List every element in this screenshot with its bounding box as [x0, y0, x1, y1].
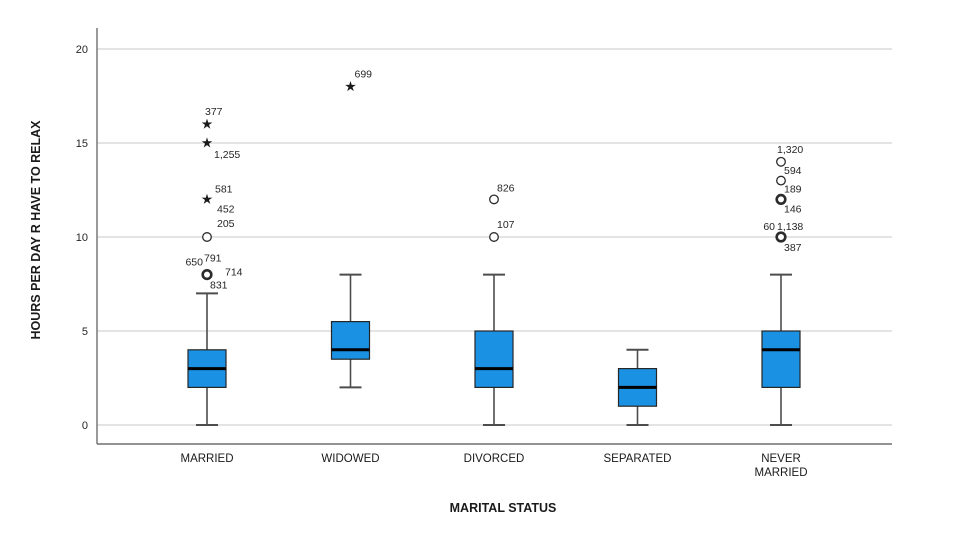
x-category-label-separated: SEPARATED: [604, 453, 672, 465]
y-axis-title: HOURS PER DAY R HAVE TO RELAX: [29, 120, 43, 340]
x-category-label-never-married: MARRIED: [754, 467, 807, 479]
extreme-star-widowed: [345, 81, 356, 92]
outlier-label: 452: [217, 203, 235, 215]
outlier-circle-never-married: [775, 231, 787, 243]
y-tick-label: 5: [82, 326, 88, 338]
x-axis-title: MARITAL STATUS: [450, 501, 557, 515]
outlier-circle-divorced: [489, 194, 499, 205]
outlier-label: 699: [355, 69, 373, 81]
outlier-label: 714: [225, 267, 243, 279]
x-category-label-divorced: DIVORCED: [464, 453, 525, 465]
outlier-label: 826: [497, 182, 515, 194]
outlier-label: 60: [763, 221, 775, 233]
extreme-star-married: [201, 137, 213, 148]
outlier-label: 1,255: [214, 149, 240, 161]
extreme-star-married: [201, 118, 213, 129]
outlier-label: 791: [204, 253, 222, 265]
outlier-circle-never-married: [775, 193, 787, 205]
extreme-star-married: [201, 193, 213, 204]
outlier-circle-married: [202, 232, 212, 242]
outlier-label: 1,320: [777, 144, 803, 156]
outlier-label: 1,138: [777, 221, 803, 233]
outlier-label: 594: [784, 165, 802, 177]
outlier-label: 831: [210, 280, 228, 292]
x-category-label-widowed: WIDOWED: [321, 453, 379, 465]
outlier-circle-married: [201, 269, 213, 281]
outlier-circle-never-married: [776, 156, 786, 167]
box-widowed: [330, 321, 371, 360]
outlier-label: 377: [205, 106, 223, 118]
y-tick-label: 10: [76, 232, 88, 244]
x-category-label-never-married: NEVER: [761, 453, 801, 465]
outlier-label: 205: [217, 218, 235, 230]
outlier-label: 581: [215, 183, 233, 195]
outlier-circle-divorced: [489, 232, 499, 242]
box-never-married: [761, 330, 801, 389]
outlier-label: 387: [784, 242, 802, 254]
outlier-label: 189: [784, 184, 802, 196]
y-tick-label: 20: [76, 44, 88, 56]
outlier-label: 107: [497, 219, 515, 231]
outlier-circle-never-married: [776, 175, 786, 186]
y-tick-label: 15: [76, 138, 88, 150]
box-divorced: [474, 330, 514, 389]
outlier-label: 146: [784, 203, 802, 215]
outlier-label: 650: [185, 257, 203, 269]
x-category-label-married: MARRIED: [180, 453, 233, 465]
y-tick-label: 0: [82, 420, 88, 432]
